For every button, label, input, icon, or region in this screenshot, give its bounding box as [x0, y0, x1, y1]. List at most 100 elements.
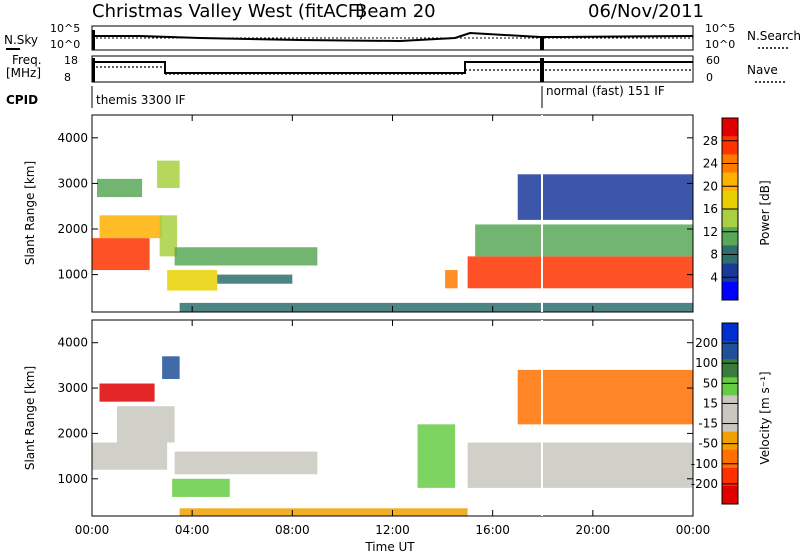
velocity-echo-region	[517, 369, 693, 425]
y-tick-label: 3000	[57, 381, 88, 395]
freq-label-line2: [MHz]	[6, 66, 41, 80]
nsearch-tick-top: 10^5	[705, 22, 735, 35]
nsky-tick-bottom: 10^0	[50, 38, 80, 51]
freq-tick-top: 18	[64, 54, 78, 67]
freq-gap-mode-change	[540, 58, 544, 82]
velocity-yticks: 1000 2000 3000 4000	[57, 336, 693, 486]
y-tick-label: 2000	[57, 222, 88, 236]
colorbar-tick-label: 200	[695, 336, 718, 350]
colorbar-tick-label: 12	[703, 225, 718, 239]
power-echo-region	[97, 178, 143, 198]
power-echo-region	[159, 215, 178, 257]
nsky-gap-start	[92, 30, 95, 50]
nsky-tick-top: 10^5	[50, 22, 80, 35]
colorbar-swatch	[722, 431, 738, 451]
velocity-echo-region	[467, 442, 693, 488]
nsearch-label: N.Search	[747, 29, 800, 43]
colorbar-swatch	[722, 118, 738, 137]
velocity-echo-region	[162, 356, 180, 379]
colorbar-tick-label: 15	[703, 396, 718, 410]
freq-gap-start	[92, 58, 95, 82]
x-axis-ticks: 00:00 04:00 08:00 12:00 16:00 20:00 00:00	[75, 115, 711, 537]
colorbar-tick-label: -50	[698, 437, 718, 451]
colorbar-tick-label: 4	[710, 270, 718, 284]
power-echo-region	[157, 160, 180, 188]
y-tick-label: 2000	[57, 426, 88, 440]
colorbar-tick-label: 100	[695, 356, 718, 370]
colorbar-frame	[721, 322, 739, 505]
power-yticks: 1000 2000 3000 4000	[57, 131, 693, 282]
power-echo-region	[174, 247, 318, 266]
colorbar-swatch	[722, 136, 738, 155]
colorbar-swatch	[722, 190, 738, 210]
beam-label: Beam 20	[355, 1, 436, 22]
colorbar-swatch	[722, 227, 738, 246]
velocity-echo-region	[174, 451, 318, 475]
colorbar-tick-label: 16	[703, 202, 718, 216]
power-data-layer	[92, 160, 694, 312]
colorbar-swatch	[722, 172, 738, 192]
power-echo-region	[445, 270, 458, 289]
plot-date: 06/Nov/2011	[588, 1, 704, 22]
cpid-label: CPID	[6, 93, 38, 107]
velocity-echo-region	[117, 406, 175, 443]
velocity-colorbar-label: Velocity [m s⁻¹]	[758, 371, 772, 464]
power-colorbar: 28 24 20 16 12 8 4	[703, 117, 739, 301]
nave-trace	[92, 66, 693, 75]
x-tick-label: 04:00	[175, 523, 210, 537]
nsky-gap-mode-change	[540, 36, 544, 50]
x-tick-label: 00:00	[75, 523, 110, 537]
y-tick-label: 4000	[57, 131, 88, 145]
nsearch-tick-bottom: 10^0	[705, 38, 735, 51]
colorbar-tick-label: 50	[703, 376, 718, 390]
colorbar-swatch	[722, 413, 738, 433]
power-panel: Slant Range [km] 1000 2000 3000 4000 28 24 20…	[23, 114, 772, 313]
x-axis-label: Time UT	[364, 540, 415, 554]
y-tick-label: 4000	[57, 336, 88, 350]
colorbar-tick-label: -200	[691, 477, 718, 491]
power-echo-region	[517, 174, 693, 220]
power-echo-region	[92, 238, 150, 271]
y-tick-label: 1000	[57, 268, 88, 282]
power-echo-region	[99, 215, 163, 239]
power-echo-region	[217, 274, 293, 284]
nave-tick-top: 60	[706, 54, 720, 67]
freq-label-line1: Freq.	[12, 53, 42, 67]
nsky-trace	[92, 31, 694, 43]
colorbar-swatch	[722, 377, 738, 396]
nave-label: Nave	[747, 63, 778, 77]
freq-strip-frame	[91, 55, 694, 83]
cpid-segment-2: normal (fast) 151 IF	[546, 84, 665, 98]
velocity-echo-region	[92, 442, 168, 470]
colorbar-swatch	[722, 359, 738, 378]
colorbar-tick-label: 8	[710, 248, 718, 262]
colorbar-tick-label: 24	[703, 157, 718, 171]
power-ylabel: Slant Range [km]	[23, 161, 37, 265]
colorbar-swatch	[722, 209, 738, 228]
power-echo-region	[475, 224, 693, 257]
x-tick-label: 12:00	[375, 523, 410, 537]
nsky-label: N.Sky	[4, 33, 38, 47]
power-echo-region	[167, 270, 218, 291]
y-tick-label: 1000	[57, 472, 88, 486]
velocity-echo-region	[179, 508, 468, 516]
velocity-echo-region	[99, 383, 155, 402]
x-tick-label: 00:00	[676, 523, 711, 537]
colorbar-swatch	[722, 485, 738, 505]
colorbar-swatch	[722, 323, 738, 342]
colorbar-swatch	[722, 467, 738, 487]
velocity-echo-region	[417, 424, 456, 488]
colorbar-swatch	[722, 263, 738, 283]
y-tick-label: 3000	[57, 176, 88, 190]
x-tick-label: 20:00	[576, 523, 611, 537]
velocity-ylabel: Slant Range [km]	[23, 366, 37, 470]
colorbar-swatch	[722, 281, 738, 301]
colorbar-tick-label: 20	[703, 179, 718, 193]
colorbar-swatch	[722, 449, 738, 469]
power-echo-region	[179, 302, 694, 312]
velocity-data-layer	[92, 356, 693, 516]
colorbar-swatch	[722, 395, 738, 414]
